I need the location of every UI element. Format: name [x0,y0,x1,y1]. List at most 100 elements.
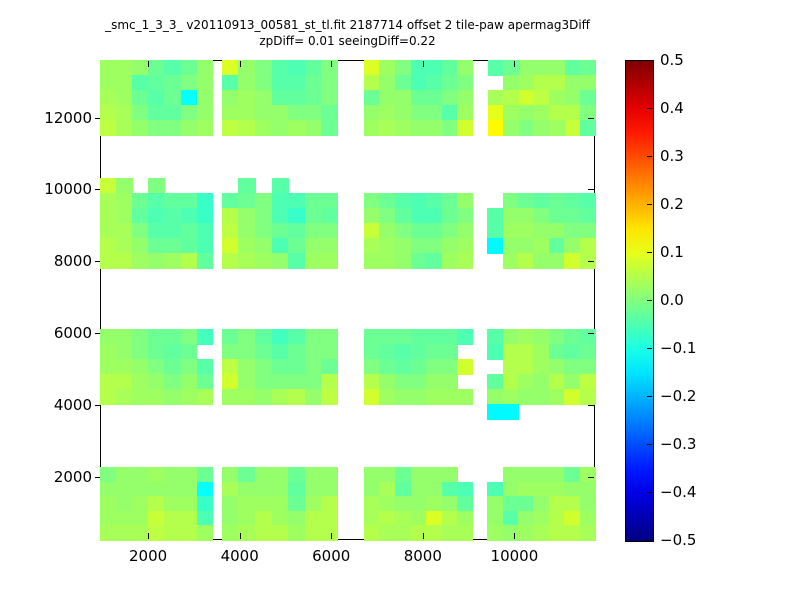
heatmap-cell [196,104,214,121]
heatmap-cell [457,119,474,136]
heatmap-cell [564,104,581,121]
heatmap-cell [379,467,396,483]
heatmap-cell [395,89,412,106]
heatmap-cell [426,344,443,360]
heatmap-cell [321,481,339,497]
heatmap-cell [564,481,581,497]
heatmap-cell [579,481,596,497]
colorbar [625,60,654,542]
heatmap-cell [410,388,427,405]
heatmap-cell [564,359,581,375]
heatmap-cell [564,60,581,76]
heatmap-cell [564,89,581,106]
heatmap-cell [410,481,427,497]
heatmap-cell [363,373,381,390]
heatmap-cell [502,496,519,512]
heatmap-cell [379,388,396,405]
heatmap-cell [441,344,458,360]
heatmap-cell [517,510,534,526]
heatmap-cell [534,60,550,76]
heatmap-cell [548,207,565,224]
heatmap-cell [579,496,596,512]
heatmap-cell [196,207,214,224]
heatmap-cell [304,207,322,224]
heatmap-cell [457,104,474,121]
heatmap-cell [132,510,149,526]
heatmap-cell [132,192,149,209]
heatmap-cell [579,525,596,541]
y-tick-mark [95,405,100,407]
heatmap-cell [164,373,182,390]
heatmap-cell [548,388,565,405]
heatmap-cell [395,388,412,405]
heatmap-cell [410,467,427,483]
heatmap-cell [180,192,198,209]
heatmap-cell [457,207,474,224]
heatmap-cell [164,525,182,541]
heatmap-cell [180,89,198,106]
heatmap-cell [518,74,535,91]
heatmap-cell [196,467,214,483]
heatmap-cell [221,192,239,209]
heatmap-cell [363,222,381,239]
heatmap-cell [180,60,198,76]
heatmap-cell [304,192,322,209]
heatmap-cell [321,60,339,76]
heatmap-cell [410,192,427,209]
heatmap-cell [304,104,322,121]
heatmap-cell [254,207,273,224]
heatmap-cell [180,496,198,512]
heatmap-cell [533,525,550,541]
heatmap-cell [579,252,596,269]
heatmap-cell [148,525,166,541]
heatmap-cell [487,510,504,526]
heatmap-cell [321,222,339,239]
heatmap-cell [487,329,504,345]
heatmap-cell [564,222,581,239]
heatmap-cell [116,467,133,483]
heatmap-cell [363,60,381,76]
heatmap-cell [164,344,182,360]
heatmap-cell [304,510,322,526]
heatmap-cell [100,74,117,91]
heatmap-cell [221,252,239,269]
heatmap-cell [441,496,458,512]
heatmap-cell [441,510,458,526]
heatmap-cell [580,104,597,121]
heatmap-cell [116,207,133,224]
heatmap-cell [288,481,306,497]
heatmap-cell [100,178,117,194]
heatmap-cell [196,525,214,541]
y-tick-mark-right [588,189,594,191]
heatmap-cell [379,359,396,375]
x-tick-label: 2000 [128,547,168,565]
heatmap-cell [457,89,474,106]
heatmap-cell [304,74,322,91]
heatmap-cell [549,119,566,136]
heatmap-cell [549,60,566,76]
heatmap-cell [221,89,239,106]
heatmap-cell [517,237,534,254]
heatmap-cell [487,388,504,405]
heatmap-cell [533,329,550,345]
heatmap-cell [517,329,534,345]
y-tick-mark-right [588,405,594,407]
colorbar-tick-label: −0.1 [660,339,697,357]
heatmap-cell [502,481,519,497]
heatmap-cell [395,74,412,91]
heatmap-cell [100,119,117,136]
heatmap-cell [533,344,550,360]
heatmap-cell [100,104,117,121]
heatmap-cell [116,525,133,541]
heatmap-cell [164,388,182,405]
heatmap-cell [564,192,581,209]
heatmap-cell [271,373,289,390]
heatmap-cell [426,74,443,91]
heatmap-cell [441,329,458,345]
heatmap-cell [288,104,306,121]
heatmap-cell [441,373,458,390]
heatmap-cell [487,89,504,106]
heatmap-cell [502,237,519,254]
heatmap-cell [533,496,550,512]
colorbar-tick-mark [647,492,652,493]
